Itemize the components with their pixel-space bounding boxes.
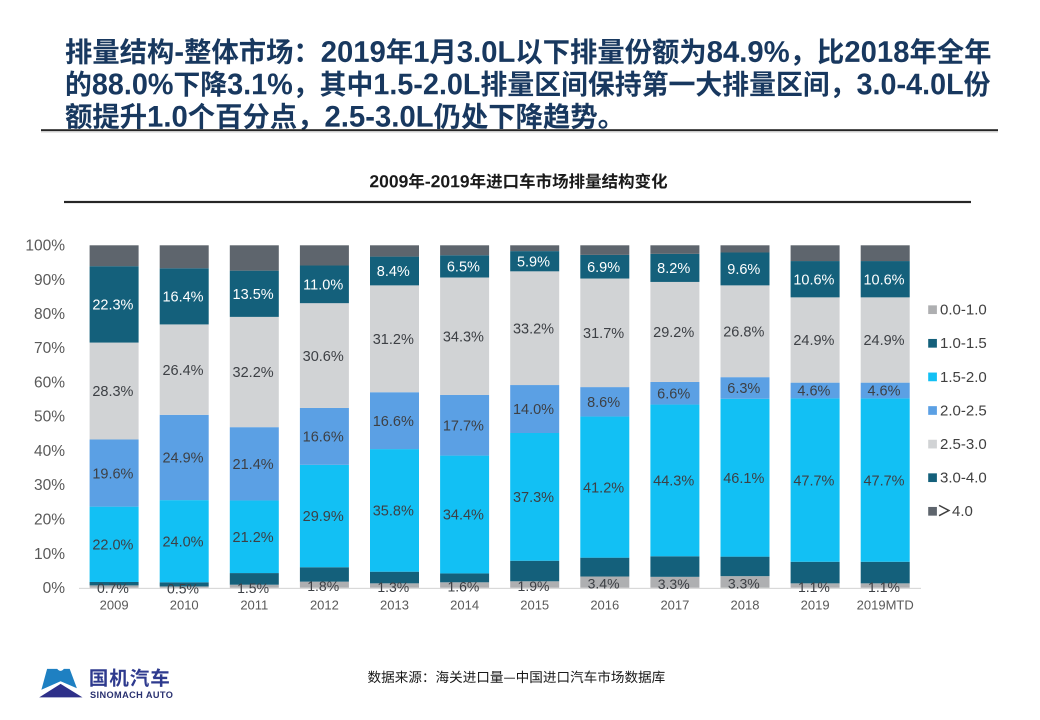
svg-text:10%: 10%	[34, 546, 65, 563]
svg-text:20%: 20%	[34, 512, 65, 529]
svg-text:1.1%: 1.1%	[798, 579, 830, 595]
svg-text:2019: 2019	[801, 597, 830, 612]
svg-text:22.0%: 22.0%	[92, 538, 133, 554]
svg-text:2013: 2013	[380, 597, 409, 612]
svg-text:24.9%: 24.9%	[793, 333, 834, 349]
svg-text:2.0-2.5: 2.0-2.5	[940, 402, 987, 419]
svg-text:24.9%: 24.9%	[162, 451, 203, 467]
svg-text:34.4%: 34.4%	[443, 508, 484, 524]
svg-text:0.0-1.0: 0.0-1.0	[940, 302, 987, 319]
svg-text:31.2%: 31.2%	[373, 332, 414, 348]
svg-text:50%: 50%	[34, 409, 65, 426]
svg-text:6.6%: 6.6%	[657, 387, 690, 403]
svg-text:16.4%: 16.4%	[162, 290, 203, 306]
svg-text:16.6%: 16.6%	[373, 414, 414, 430]
svg-text:70%: 70%	[34, 340, 65, 357]
svg-text:1.1%: 1.1%	[868, 579, 900, 595]
svg-text:8.6%: 8.6%	[587, 395, 620, 411]
svg-text:8.2%: 8.2%	[657, 261, 690, 277]
svg-text:21.2%: 21.2%	[233, 530, 274, 546]
svg-text:13.5%: 13.5%	[233, 287, 274, 303]
svg-text:6.9%: 6.9%	[587, 260, 620, 276]
svg-text:80%: 80%	[34, 306, 65, 323]
svg-text:1.6%: 1.6%	[447, 579, 479, 595]
svg-text:44.3%: 44.3%	[653, 474, 694, 490]
svg-text:17.7%: 17.7%	[443, 419, 484, 435]
svg-text:2011: 2011	[240, 597, 268, 612]
svg-text:3.0-4.0: 3.0-4.0	[940, 470, 987, 487]
svg-text:32.2%: 32.2%	[233, 365, 274, 381]
svg-text:29.2%: 29.2%	[653, 325, 694, 341]
svg-text:2012: 2012	[310, 597, 339, 612]
svg-text:28.3%: 28.3%	[92, 384, 133, 400]
svg-text:11.0%: 11.0%	[303, 278, 343, 294]
svg-text:26.4%: 26.4%	[162, 363, 203, 379]
svg-text:60%: 60%	[34, 375, 65, 392]
svg-text:24.0%: 24.0%	[162, 534, 203, 550]
svg-text:47.7%: 47.7%	[793, 473, 834, 489]
svg-text:10.6%: 10.6%	[863, 272, 904, 288]
svg-text:41.2%: 41.2%	[583, 480, 624, 496]
svg-text:40%: 40%	[34, 443, 65, 460]
svg-text:14.0%: 14.0%	[513, 402, 554, 418]
svg-text:3.3%: 3.3%	[658, 576, 690, 592]
svg-text:33.2%: 33.2%	[513, 321, 554, 337]
svg-text:34.3%: 34.3%	[443, 329, 484, 345]
svg-text:4.0: 4.0	[952, 503, 973, 520]
svg-text:6.5%: 6.5%	[447, 260, 480, 276]
svg-text:2.5-3.0: 2.5-3.0	[940, 436, 987, 453]
svg-text:1.9%: 1.9%	[518, 578, 550, 594]
svg-text:3.3%: 3.3%	[728, 576, 760, 592]
svg-text:2019MTD: 2019MTD	[857, 597, 914, 612]
svg-text:3.4%: 3.4%	[588, 576, 620, 592]
svg-text:0.5%: 0.5%	[167, 581, 199, 597]
svg-text:1.3%: 1.3%	[377, 579, 409, 595]
svg-text:1.5%: 1.5%	[237, 580, 269, 596]
svg-text:24.9%: 24.9%	[863, 333, 904, 349]
svg-text:1.0-1.5: 1.0-1.5	[940, 335, 987, 352]
svg-text:1.8%: 1.8%	[307, 578, 339, 594]
svg-text:6.3%: 6.3%	[727, 381, 760, 397]
svg-text:16.6%: 16.6%	[303, 430, 344, 446]
svg-text:2018: 2018	[731, 597, 760, 612]
svg-text:0%: 0%	[43, 580, 66, 597]
svg-text:29.9%: 29.9%	[303, 509, 344, 525]
svg-text:31.7%: 31.7%	[583, 326, 624, 342]
svg-text:37.3%: 37.3%	[513, 490, 554, 506]
svg-text:9.6%: 9.6%	[727, 262, 760, 278]
svg-text:2010: 2010	[170, 597, 199, 612]
svg-text:21.4%: 21.4%	[233, 457, 274, 473]
svg-text:35.8%: 35.8%	[373, 504, 414, 520]
svg-text:2015: 2015	[520, 597, 549, 612]
svg-text:2017: 2017	[660, 597, 689, 612]
svg-text:26.8%: 26.8%	[723, 325, 764, 341]
svg-text:2009: 2009	[100, 597, 129, 612]
svg-text:10.6%: 10.6%	[793, 272, 834, 288]
svg-text:4.6%: 4.6%	[797, 384, 830, 400]
svg-text:30%: 30%	[34, 477, 65, 494]
svg-text:47.7%: 47.7%	[863, 473, 904, 489]
svg-text:SINOMACH AUTO: SINOMACH AUTO	[90, 690, 173, 700]
svg-text:2014: 2014	[450, 597, 479, 612]
svg-text:19.6%: 19.6%	[92, 466, 133, 482]
svg-text:22.3%: 22.3%	[92, 298, 133, 314]
svg-text:100%: 100%	[25, 238, 65, 255]
svg-text:4.6%: 4.6%	[867, 384, 900, 400]
svg-text:5.9%: 5.9%	[517, 254, 550, 270]
svg-text:0.7%: 0.7%	[97, 580, 129, 596]
svg-text:30.6%: 30.6%	[303, 349, 344, 365]
svg-text:90%: 90%	[34, 272, 65, 289]
svg-text:2016: 2016	[590, 597, 619, 612]
svg-text:46.1%: 46.1%	[723, 471, 764, 487]
svg-text:8.4%: 8.4%	[377, 264, 410, 280]
svg-text:1.5-2.0: 1.5-2.0	[940, 369, 987, 386]
